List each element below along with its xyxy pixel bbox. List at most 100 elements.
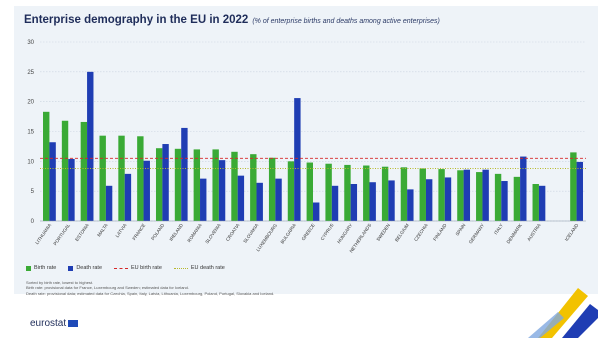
x-tick-label: BULGARIA: [280, 222, 298, 245]
chart-legend: Birth rate Death rate EU birth rate EU d…: [26, 265, 225, 271]
bar-death-rate: [143, 160, 150, 221]
x-tick-label: CROATIA: [225, 222, 241, 242]
x-tick-label: SPAIN: [455, 223, 467, 237]
bar-death-rate: [49, 142, 56, 221]
legend-item-eu-death: EU death rate: [173, 265, 225, 271]
bar-birth-rate: [381, 166, 389, 221]
bar-birth-rate: [325, 163, 332, 221]
x-tick-label: ESTONIA: [74, 222, 90, 242]
x-tick-label: DENMARK: [506, 222, 524, 244]
bar-birth-rate: [438, 169, 445, 221]
x-tick-label: ICELAND: [564, 222, 580, 242]
chart-card: [14, 6, 598, 294]
chart-notes: Sorted by birth rate, lowest to highest.…: [26, 280, 466, 296]
legend-item-birth: Birth rate: [26, 265, 56, 271]
legend-swatch-birth: [26, 265, 31, 271]
note-line: Death rate: provisional data; estimated …: [26, 290, 275, 296]
x-tick-label: ROMANIA: [186, 222, 203, 243]
bar-birth-rate: [419, 168, 426, 221]
x-tick-label: LITHUANIA: [34, 222, 52, 245]
bar-birth-rate: [80, 121, 88, 221]
bar-birth-rate: [570, 152, 577, 221]
x-tick-label: MALTA: [96, 222, 109, 238]
bar-birth-rate: [287, 161, 295, 221]
x-tick-label: POLAND: [150, 222, 165, 241]
bar-death-rate: [350, 184, 358, 221]
note-line: Birth rate: provisional data for France,…: [26, 285, 189, 291]
legend-item-death: Death rate: [68, 265, 102, 271]
legend-swatch-death: [68, 265, 74, 271]
bar-birth-rate: [457, 170, 464, 221]
bar-death-rate: [181, 127, 188, 221]
x-tick-label: LATVIA: [115, 222, 129, 238]
bar-birth-rate: [43, 111, 50, 221]
x-tick-label: HUNGARY: [336, 223, 353, 245]
bar-birth-rate: [212, 149, 219, 221]
legend-swatch-eu-death: [173, 267, 188, 269]
bar-death-rate: [294, 98, 301, 221]
bar-death-rate: [576, 161, 583, 221]
note-line: Sorted by birth rate, lowest to highest.: [26, 280, 94, 285]
bar-birth-rate: [118, 135, 125, 221]
bar-death-rate: [68, 158, 75, 221]
x-tick-label: IRELAND: [169, 222, 185, 242]
y-tick-label: 15: [27, 130, 34, 136]
eu-flag-icon: [68, 320, 79, 327]
bar-birth-rate: [306, 162, 313, 221]
bar-birth-rate: [532, 184, 539, 221]
y-tick-label: 20: [27, 100, 34, 106]
y-tick-label: 25: [27, 70, 34, 76]
bar-death-rate: [482, 169, 489, 221]
x-tick-label: CYPRUS: [320, 223, 335, 242]
x-tick-label: LUXEMBOURG: [255, 222, 278, 252]
decorative-corner-graphic: [528, 288, 598, 338]
bar-birth-rate: [494, 173, 502, 221]
y-tick-label: 0: [31, 219, 35, 225]
bar-death-rate: [105, 185, 113, 221]
bar-death-rate: [407, 189, 414, 221]
x-tick-label: CZECHIA: [413, 222, 429, 242]
x-tick-label: SWEDEN: [375, 223, 391, 242]
bar-death-rate: [520, 156, 527, 221]
bar-death-rate: [256, 182, 263, 221]
bar-death-rate: [200, 178, 207, 221]
x-tick-label: FRANCE: [131, 223, 146, 241]
bar-birth-rate: [193, 149, 201, 221]
legend-swatch-eu-birth: [114, 267, 129, 269]
bar-death-rate: [87, 71, 94, 221]
bar-birth-rate: [363, 165, 370, 221]
bar-death-rate: [444, 177, 452, 221]
bar-birth-rate: [61, 120, 69, 221]
bar-birth-rate: [400, 167, 408, 221]
x-tick-label: FINLAND: [432, 222, 448, 242]
bar-birth-rate: [155, 148, 163, 221]
bar-death-rate: [162, 144, 169, 221]
chart-title: Enterprise demography in the EU in 2022(…: [24, 14, 440, 26]
bar-death-rate: [369, 182, 376, 221]
bar-birth-rate: [250, 154, 257, 221]
bar-death-rate: [331, 185, 339, 221]
x-tick-label: SLOVENIA: [204, 222, 222, 244]
eurostat-logo: eurostat: [30, 318, 79, 329]
bar-death-rate: [501, 181, 508, 221]
bar-birth-rate: [513, 176, 521, 221]
bar-death-rate: [425, 179, 433, 221]
bar-death-rate: [313, 202, 320, 221]
bar-death-rate: [237, 175, 245, 221]
bar-birth-rate: [137, 136, 144, 221]
x-tick-label: GREECE: [301, 223, 316, 242]
bar-birth-rate: [268, 157, 276, 221]
bar-birth-rate: [99, 135, 106, 221]
bar-death-rate: [388, 180, 395, 221]
bar-death-rate: [463, 169, 471, 221]
chart-subtitle: (% of enterprise births and deaths among…: [252, 18, 440, 25]
x-tick-label: BELGIUM: [394, 223, 410, 243]
bar-death-rate: [218, 160, 226, 221]
bar-birth-rate: [231, 151, 238, 221]
x-tick-label: SLOVAKIA: [242, 222, 259, 244]
x-tick-label: AUSTRIA: [526, 222, 542, 242]
y-tick-label: 10: [27, 159, 34, 165]
bar-death-rate: [275, 178, 282, 221]
legend-item-eu-birth: EU birth rate: [114, 265, 162, 271]
